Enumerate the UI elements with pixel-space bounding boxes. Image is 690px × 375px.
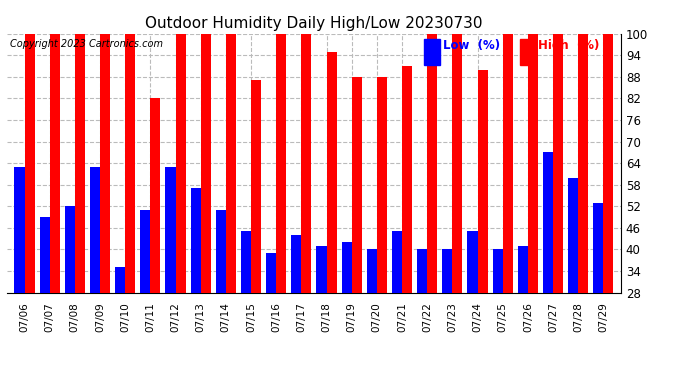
Text: High  (%): High (%)	[538, 39, 600, 52]
Title: Outdoor Humidity Daily High/Low 20230730: Outdoor Humidity Daily High/Low 20230730	[145, 16, 483, 31]
Bar	[276, 34, 286, 292]
Text: Low  (%): Low (%)	[443, 39, 500, 52]
Bar	[201, 34, 210, 292]
Bar	[520, 39, 535, 65]
Bar	[14, 167, 25, 292]
Bar	[477, 70, 488, 292]
Bar	[352, 77, 362, 292]
Bar	[226, 34, 236, 292]
Bar	[442, 249, 453, 292]
Bar	[150, 99, 160, 292]
Bar	[417, 249, 427, 292]
Bar	[402, 66, 412, 292]
Bar	[190, 188, 201, 292]
Bar	[424, 39, 440, 65]
Bar	[518, 246, 528, 292]
Bar	[528, 34, 538, 292]
Bar	[593, 202, 603, 292]
Bar	[553, 34, 563, 292]
Bar	[468, 231, 477, 292]
Bar	[125, 34, 135, 292]
Bar	[216, 210, 226, 292]
Text: Copyright 2023 Cartronics.com: Copyright 2023 Cartronics.com	[10, 39, 163, 49]
Bar	[90, 167, 100, 292]
Bar	[251, 81, 261, 292]
Bar	[241, 231, 251, 292]
Bar	[453, 34, 462, 292]
Bar	[342, 242, 352, 292]
Bar	[140, 210, 150, 292]
Bar	[302, 34, 311, 292]
Bar	[427, 34, 437, 292]
Bar	[166, 167, 175, 292]
Bar	[115, 267, 125, 292]
Bar	[392, 231, 402, 292]
Bar	[175, 34, 186, 292]
Bar	[367, 249, 377, 292]
Bar	[25, 34, 34, 292]
Bar	[266, 253, 276, 292]
Bar	[603, 34, 613, 292]
Bar	[291, 235, 302, 292]
Bar	[65, 206, 75, 292]
Bar	[503, 34, 513, 292]
Bar	[377, 77, 387, 292]
Bar	[578, 34, 589, 292]
Bar	[326, 52, 337, 292]
Bar	[317, 246, 326, 292]
Bar	[100, 34, 110, 292]
Bar	[39, 217, 50, 292]
Bar	[568, 177, 578, 292]
Bar	[543, 152, 553, 292]
Bar	[75, 34, 85, 292]
Bar	[50, 34, 60, 292]
Bar	[493, 249, 503, 292]
